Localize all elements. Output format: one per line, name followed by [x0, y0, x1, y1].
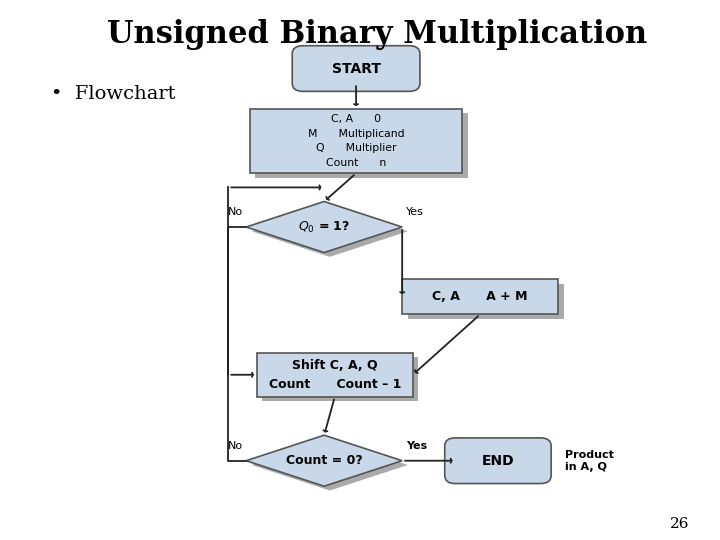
- Text: C, A      0
M      Multiplicand
Q      Multiplier
Count      n: C, A 0 M Multiplicand Q Multiplier Count…: [307, 114, 405, 168]
- Text: No: No: [228, 441, 243, 451]
- Text: START: START: [332, 62, 381, 76]
- FancyBboxPatch shape: [309, 58, 415, 87]
- FancyBboxPatch shape: [445, 438, 551, 483]
- Text: Yes: Yes: [406, 441, 427, 451]
- FancyBboxPatch shape: [292, 46, 420, 91]
- Text: C, A      A + M: C, A A + M: [433, 291, 528, 303]
- Polygon shape: [252, 440, 408, 490]
- Text: Shift C, A, Q
Count      Count – 1: Shift C, A, Q Count Count – 1: [269, 359, 401, 391]
- Text: Unsigned Binary Multiplication: Unsigned Binary Multiplication: [107, 18, 647, 50]
- Text: Product
in A, Q: Product in A, Q: [565, 450, 614, 471]
- Text: Yes: Yes: [406, 207, 423, 218]
- FancyBboxPatch shape: [262, 357, 418, 401]
- FancyBboxPatch shape: [257, 353, 413, 397]
- Text: $Q_0$ = 1?: $Q_0$ = 1?: [298, 219, 350, 234]
- FancyBboxPatch shape: [250, 109, 462, 173]
- Polygon shape: [252, 206, 408, 257]
- FancyBboxPatch shape: [402, 279, 558, 314]
- Polygon shape: [246, 435, 402, 486]
- Text: No: No: [228, 207, 243, 218]
- Text: 26: 26: [670, 517, 690, 531]
- Text: Count = 0?: Count = 0?: [286, 454, 363, 467]
- FancyBboxPatch shape: [408, 284, 564, 319]
- Text: END: END: [482, 454, 514, 468]
- FancyBboxPatch shape: [256, 113, 468, 178]
- FancyBboxPatch shape: [461, 450, 546, 480]
- Text: •  Flowchart: • Flowchart: [51, 85, 176, 103]
- Polygon shape: [246, 201, 402, 253]
